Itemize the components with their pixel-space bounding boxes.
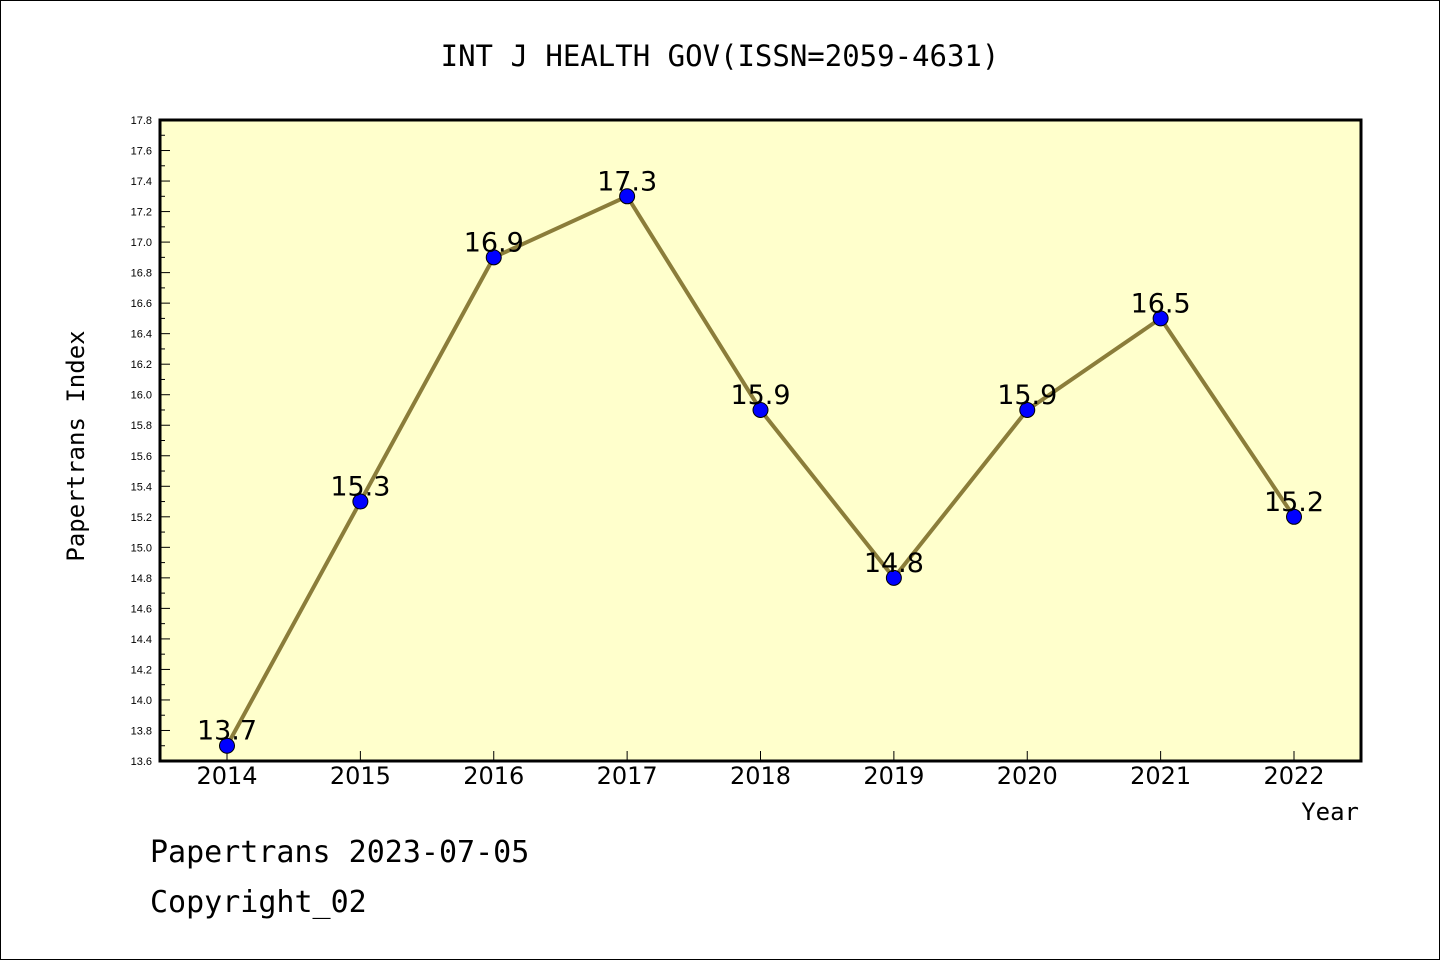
y-tick-label: 15.6 bbox=[131, 451, 152, 463]
x-axis: 2014 2015 2016 2017 2018 2019 2020 2021 2022 bbox=[196, 751, 1325, 790]
y-tick-label: 16.4 bbox=[131, 329, 152, 341]
y-tick-label: 15.4 bbox=[131, 481, 152, 493]
x-tick-label: 2016 bbox=[463, 762, 524, 790]
y-axis: 13.6 13.8 14.0 14.2 14.4 14.6 14.8 15.0 15.2 15.4… bbox=[131, 115, 170, 768]
data-label: 15.9 bbox=[730, 380, 790, 411]
x-tick-label: 2022 bbox=[1263, 762, 1324, 790]
plot-area bbox=[158, 118, 1363, 763]
y-tick-label: 14.8 bbox=[131, 573, 152, 585]
data-point bbox=[219, 737, 235, 754]
y-tick-label: 14.4 bbox=[131, 634, 152, 646]
data-label: 13.7 bbox=[197, 716, 257, 747]
data-label: 15.9 bbox=[997, 380, 1057, 411]
data-label: 15.2 bbox=[1264, 487, 1324, 518]
chart-title: INT J HEALTH GOV(ISSN=2059-4631) bbox=[441, 39, 1000, 73]
data-point bbox=[1286, 508, 1302, 525]
y-tick-label: 17.8 bbox=[131, 115, 152, 127]
footer-copyright-line: Copyright_02 bbox=[150, 885, 367, 920]
data-point bbox=[1152, 310, 1169, 327]
data-label: 14.8 bbox=[864, 548, 924, 579]
x-tick-label: 2018 bbox=[730, 762, 791, 790]
data-label: 16.9 bbox=[464, 227, 524, 258]
x-tick-label: 2020 bbox=[997, 762, 1058, 790]
data-point bbox=[485, 249, 502, 266]
series-index: 13.7 15.3 16.9 17.3 15.9 14.8 15.9 16.5 15.2 bbox=[197, 166, 1324, 754]
y-tick-label: 17.6 bbox=[131, 146, 152, 158]
y-tick-label: 14.2 bbox=[131, 664, 152, 676]
x-tick-label: 2021 bbox=[1130, 762, 1191, 790]
y-tick-label: 15.2 bbox=[131, 512, 152, 524]
y-tick-label: 16.0 bbox=[131, 390, 152, 402]
data-label: 15.3 bbox=[330, 472, 390, 503]
y-tick-label: 14.0 bbox=[131, 695, 152, 707]
y-axis-label: Papertrans Index bbox=[62, 330, 90, 561]
data-point bbox=[752, 401, 769, 418]
x-axis-label: Year bbox=[1301, 798, 1359, 826]
y-tick-label: 16.2 bbox=[131, 359, 152, 371]
y-tick-label: 15.8 bbox=[131, 420, 152, 432]
data-point bbox=[1019, 401, 1036, 418]
data-point bbox=[619, 188, 636, 205]
y-tick-label: 17.4 bbox=[131, 176, 152, 188]
y-tick-label: 17.2 bbox=[131, 207, 152, 219]
footer-date-line: Papertrans 2023-07-05 bbox=[150, 835, 530, 870]
y-tick-label: 13.6 bbox=[131, 756, 152, 768]
x-tick-label: 2015 bbox=[330, 762, 391, 790]
data-point bbox=[885, 569, 902, 586]
x-tick-label: 2017 bbox=[597, 762, 658, 790]
y-tick-label: 16.6 bbox=[131, 298, 152, 310]
x-tick-label: 2019 bbox=[863, 762, 924, 790]
x-tick-label: 2014 bbox=[196, 762, 257, 790]
y-tick-label: 13.8 bbox=[131, 725, 152, 737]
data-label: 16.5 bbox=[1131, 288, 1191, 319]
y-tick-label: 14.6 bbox=[131, 603, 152, 615]
data-label: 17.3 bbox=[597, 166, 657, 197]
y-tick-label: 15.0 bbox=[131, 542, 152, 554]
data-point bbox=[352, 493, 369, 510]
y-tick-label: 16.8 bbox=[131, 268, 152, 280]
y-tick-label: 17.0 bbox=[131, 237, 152, 249]
